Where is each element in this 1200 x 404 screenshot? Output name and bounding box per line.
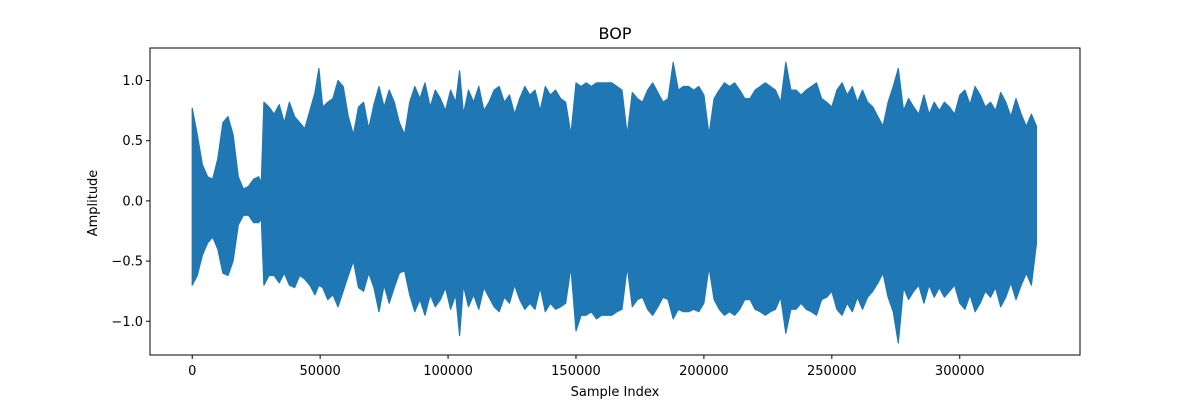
x-axis-ticks: 0 50000 100000 150000 200000 250000 300000 [188,355,985,379]
y-axis-ticks: −1.0 −0.5 0.0 0.5 1.0 [111,74,150,330]
waveform-series-0 [191,61,1038,344]
x-tick-label: 50000 [299,364,340,379]
plot-area [191,61,1038,344]
y-axis-label: Amplitude [86,170,101,237]
y-tick-label: −1.0 [111,315,143,330]
chart-title: BOP [599,24,632,43]
x-tick-label: 150000 [551,364,601,379]
y-tick-label: 0.5 [122,134,143,149]
y-tick-label: −0.5 [111,255,143,270]
x-tick-label: 300000 [935,364,985,379]
x-tick-label: 200000 [679,364,729,379]
y-tick-label: 0.0 [122,194,143,209]
x-tick-label: 100000 [423,364,473,379]
x-tick-label: 0 [188,364,196,379]
y-tick-label: 1.0 [122,74,143,89]
plot-frame [149,47,1081,356]
x-tick-label: 250000 [807,364,857,379]
x-axis-label: Sample Index [571,385,660,400]
